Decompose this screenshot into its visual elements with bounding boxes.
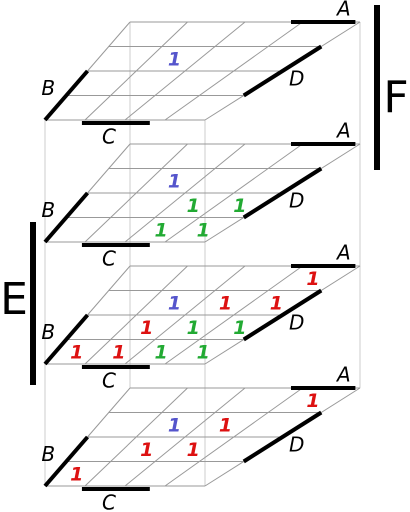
d-line (242, 410, 323, 464)
a-label: A (335, 363, 351, 387)
cell-one: 1 (187, 195, 200, 217)
b-line (43, 69, 90, 122)
cell-one: 1 (168, 414, 181, 436)
cell-one: 1 (140, 317, 153, 339)
grid-line (164, 143, 303, 243)
cell-one: 1 (70, 341, 83, 363)
c-label: C (102, 125, 116, 149)
d-label: D (289, 66, 304, 90)
b-line (43, 191, 90, 244)
f-label: F (383, 72, 408, 123)
cell-one: 1 (187, 317, 200, 339)
cell-one: 1 (70, 463, 83, 485)
cell-one: 1 (197, 341, 210, 363)
cell-one: 1 (154, 341, 167, 363)
d-line (242, 166, 323, 220)
cell-one: 1 (140, 439, 153, 461)
cell-one: 1 (154, 219, 167, 241)
d-label: D (289, 310, 304, 334)
c-label: C (102, 369, 116, 393)
cell-one: 1 (187, 439, 200, 461)
a-label: A (335, 0, 351, 21)
cell-one: 1 (306, 268, 319, 290)
b-label: B (41, 320, 55, 344)
cell-one: 1 (112, 341, 125, 363)
cell-one: 1 (168, 170, 181, 192)
a-label: A (335, 119, 351, 143)
grid-line (164, 265, 303, 365)
d-line (242, 288, 323, 342)
cell-one: 1 (219, 292, 232, 314)
b-line (43, 313, 90, 366)
b-label: B (41, 76, 55, 100)
cell-one: 1 (306, 390, 319, 412)
cell-one: 1 (168, 292, 181, 314)
b-label: B (41, 198, 55, 222)
cell-one: 1 (233, 317, 246, 339)
b-label: B (41, 442, 55, 466)
grid-line (164, 21, 303, 121)
layer: A B C D 1 (41, 0, 361, 149)
cell-one: 1 (233, 195, 246, 217)
cell-one: 1 (219, 414, 232, 436)
a-label: A (335, 241, 351, 265)
d-label: D (289, 432, 304, 456)
d-line (242, 44, 323, 98)
c-label: C (102, 247, 116, 271)
cell-one: 1 (270, 292, 283, 314)
c-label: C (102, 491, 116, 512)
grid-line (164, 387, 303, 487)
e-label: E (0, 274, 28, 325)
cell-one: 1 (197, 219, 210, 241)
cell-one: 1 (168, 48, 181, 70)
d-label: D (289, 188, 304, 212)
b-line (43, 435, 90, 488)
